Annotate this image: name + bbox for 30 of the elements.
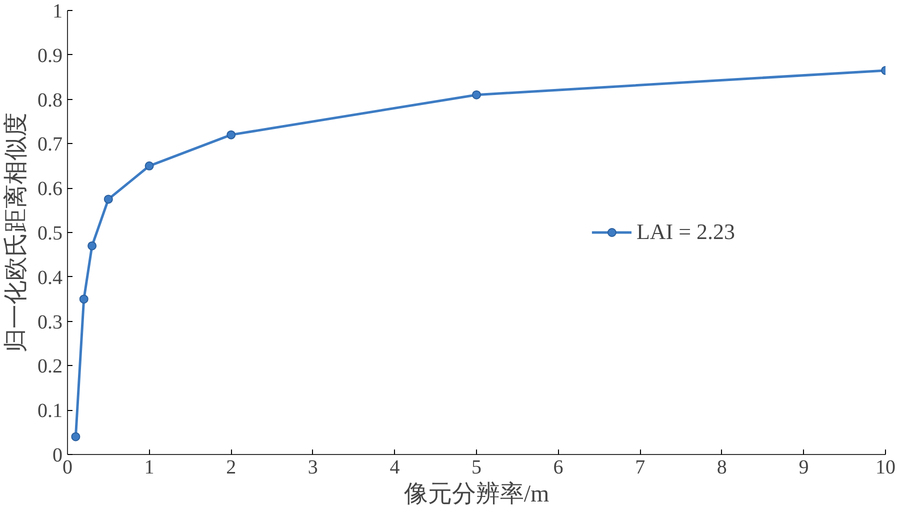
point [104,194,113,204]
point [88,241,97,250]
point [71,432,80,442]
x-tick-label: 9 [798,456,809,478]
x-tick-label: 3 [308,456,318,478]
x-tick-label: 2 [226,456,236,478]
y-tick-label: 0.8 [38,89,62,112]
legend-label: LAI = 2.23 [636,219,735,245]
y-tick-label: 0.9 [38,44,62,67]
y-tick-label: 0.3 [38,311,62,334]
point [144,161,154,170]
x-tick-label: 6 [553,456,564,478]
point [79,294,88,304]
y-tick-label: 0.1 [38,400,62,422]
x-tick-label: 4 [390,456,400,478]
y-tick-label: 0.7 [38,134,62,156]
point [472,90,481,100]
x-tick-label: 8 [716,456,727,478]
y-tick-label: 0.2 [38,356,62,378]
y-tick-label: 0.5 [38,222,62,244]
point [226,130,236,140]
x-axis-title: 像元分辨率/m [404,480,550,508]
y-tick-label: 1 [52,0,62,22]
y-tick-label: 0.6 [38,178,62,200]
x-tick-label: 10 [876,456,896,478]
x-tick-label: 5 [472,456,482,478]
y-tick-label: 0.4 [38,266,62,289]
x-tick-label: 1 [144,456,154,478]
y-axis-title: 归一化欧氏距离相似度 [2,112,30,352]
x-tick-label: 7 [635,456,646,478]
